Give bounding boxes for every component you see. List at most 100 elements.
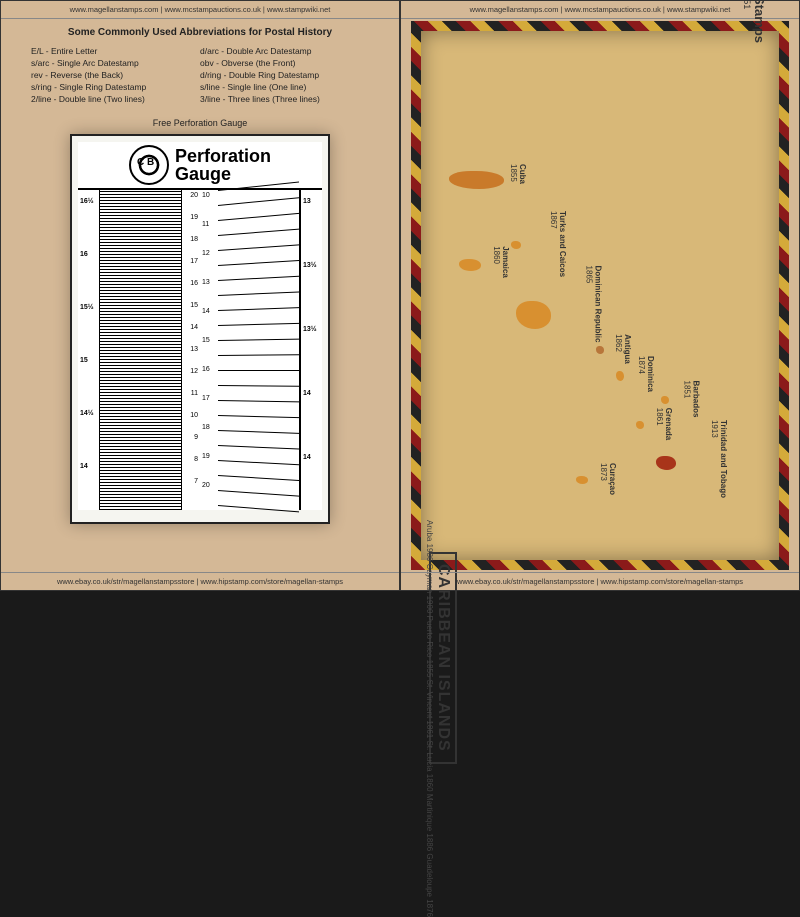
map-frame: CARIBBEAN ISLANDS First Stamps Since 185… <box>411 21 789 570</box>
gauge-title-1: Perforation <box>175 147 271 165</box>
ruler-tick: 13½ <box>303 262 317 269</box>
gauge-line <box>218 260 299 266</box>
gauge-num: 15 <box>190 302 198 309</box>
island-label: Trinidad and Tobago1913 <box>710 420 728 498</box>
island-label: Curaçao1873 <box>599 463 617 495</box>
gauge-num: 19 <box>190 214 198 221</box>
gauge-num: 20 <box>202 482 216 489</box>
map-title: CARIBBEAN ISLANDS <box>435 564 452 752</box>
abbrev-item: d/arc - Double Arc Datestamp <box>200 46 369 56</box>
gauge-num: 12 <box>202 250 216 257</box>
ruler-tick: 16½ <box>80 198 94 205</box>
gauge-num: 18 <box>190 236 198 243</box>
gauge-dense-bars <box>100 190 182 510</box>
url-bar-bottom-right: www.ebay.co.uk/str/magellanstampsstore |… <box>401 572 799 590</box>
abbrev-item: 2/line - Double line (Two lines) <box>31 94 200 104</box>
gauge-line <box>218 475 299 481</box>
gauge-label: Free Perforation Gauge <box>1 118 399 128</box>
gauge-line <box>218 400 299 402</box>
gauge-line <box>218 291 299 296</box>
gauge-num: 16 <box>190 280 198 287</box>
gauge-num: 18 <box>202 424 216 431</box>
island-cuba <box>449 171 504 189</box>
gauge-line <box>218 430 299 434</box>
gauge-line <box>218 354 299 356</box>
abbrev-item: 3/line - Three lines (Three lines) <box>200 94 369 104</box>
abbrev-item: d/ring - Double Ring Datestamp <box>200 70 369 80</box>
abbrev-item: E/L - Entire Letter <box>31 46 200 56</box>
gauge-line <box>218 307 299 311</box>
gauge-line <box>218 490 299 497</box>
gauge-num: 14 <box>202 308 216 315</box>
first-stamps-block: First Stamps Since 1851 <box>742 0 767 43</box>
island-turks-and-caicos <box>511 241 521 249</box>
ruler-tick: 14 <box>80 463 88 470</box>
abbrev-item: rev - Reverse (the Back) <box>31 70 200 80</box>
island-label: Turks and Caicos1867 <box>549 211 567 277</box>
first-stamps-label: First Stamps <box>752 0 767 43</box>
island-label: Barbados1851 <box>682 381 700 418</box>
abbrev-col-left: E/L - Entire Letter s/arc - Single Arc D… <box>31 46 200 106</box>
ruler-tick: 14 <box>303 454 311 461</box>
url-bar-top-right: www.magellanstamps.com | www.mcstampauct… <box>401 1 799 19</box>
abbrev-col-right: d/arc - Double Arc Datestamp obv - Obver… <box>200 46 369 106</box>
gauge-num: 17 <box>202 395 216 402</box>
left-page: www.magellanstamps.com | www.mcstampauct… <box>0 0 400 591</box>
gauge-num: 8 <box>194 456 198 463</box>
island-jamaica <box>459 259 481 271</box>
url-bar-top-left: www.magellanstamps.com | www.mcstampauct… <box>1 1 399 19</box>
gauge-num: 15 <box>202 337 216 344</box>
ruler-tick: 13 <box>303 198 311 205</box>
since-label: Since 1851 <box>742 0 752 43</box>
gauge-line <box>218 415 299 418</box>
gauge-line <box>218 276 299 281</box>
gauge-logo-icon <box>129 145 169 185</box>
island-curaçao <box>576 476 588 484</box>
gauge-num: 11 <box>191 390 198 397</box>
island-trinidad-and-tobago <box>656 456 676 470</box>
ruler-tick: 14 <box>303 390 311 397</box>
abbreviations-title: Some Commonly Used Abbreviations for Pos… <box>1 27 399 38</box>
gauge-line <box>218 460 299 465</box>
gauge-center-nums-left: 2019181716151413121110987 <box>182 190 200 510</box>
gauge-num: 7 <box>194 478 198 485</box>
url-bar-bottom-left: www.ebay.co.uk/str/magellanstampsstore |… <box>1 572 399 590</box>
island-dominica <box>616 371 624 381</box>
gauge-line <box>218 323 299 326</box>
gauge-ruler-left: 16½1615½1514½14 <box>78 190 100 510</box>
island-label: Dominica1874 <box>637 356 655 392</box>
abbrev-item: s/line - Single line (One line) <box>200 82 369 92</box>
island-label: Antigua1862 <box>614 334 632 364</box>
island-label: Dominican Republic1865 <box>584 266 602 343</box>
abbrev-item: s/ring - Single Ring Datestamp <box>31 82 200 92</box>
abbrev-item: s/arc - Single Arc Datestamp <box>31 58 200 68</box>
gauge-sparse-lines <box>218 190 300 510</box>
gauge-line <box>218 213 299 221</box>
gauge-num: 12 <box>190 368 198 375</box>
gauge-center-nums-right: 1011121314151617181920 <box>200 190 218 510</box>
gauge-num: 20 <box>190 192 198 199</box>
abbreviations-block: E/L - Entire Letter s/arc - Single Arc D… <box>1 46 399 106</box>
ruler-tick: 16 <box>80 251 88 258</box>
island-label: Grenada1861 <box>655 408 673 440</box>
gauge-num: 13 <box>202 279 216 286</box>
perforation-gauge: Perforation Gauge 16½1615½1514½14 201918… <box>70 134 330 524</box>
gauge-num: 14 <box>190 324 198 331</box>
island-label: Jamaica1860 <box>492 246 510 278</box>
gauge-title-block: Perforation Gauge <box>175 147 271 183</box>
gauge-title-2: Gauge <box>175 165 271 183</box>
gauge-num: 10 <box>202 192 216 199</box>
gauge-num: 13 <box>190 346 198 353</box>
island-label: Cuba1855 <box>509 164 527 184</box>
gauge-line <box>218 370 299 371</box>
island-barbados <box>661 396 669 404</box>
gauge-num: 19 <box>202 453 216 460</box>
gauge-line <box>218 445 299 450</box>
ruler-tick: 15½ <box>80 304 94 311</box>
ruler-tick: 13½ <box>303 326 317 333</box>
gauge-line <box>218 385 299 387</box>
gauge-ruler-right: 13 13½ 13½ 14 14 <box>300 190 322 510</box>
gauge-num: 11 <box>202 221 216 228</box>
gauge-line <box>218 229 299 236</box>
ruler-tick: 15 <box>80 357 88 364</box>
